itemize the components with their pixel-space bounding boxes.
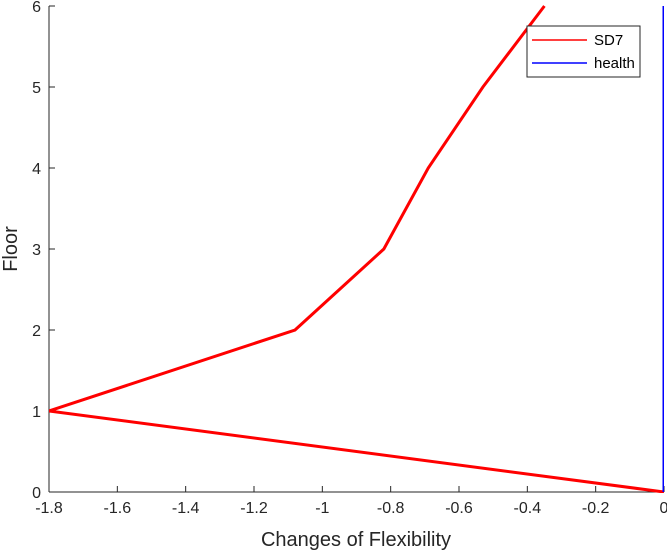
legend-entry-sd7: SD7: [594, 32, 623, 49]
y-tick-label: 0: [32, 485, 41, 502]
y-tick-label: 4: [32, 161, 41, 178]
x-tick-label: -1.8: [35, 500, 63, 517]
x-tick-label: -1.6: [104, 500, 132, 517]
x-tick-label: -1.4: [172, 500, 200, 517]
x-tick-label: -0.2: [582, 500, 610, 517]
x-axis-label: Changes of Flexibility: [261, 529, 451, 551]
x-tick-label: -0.6: [445, 500, 473, 517]
x-ticks: -1.8 -1.6 -1.4 -1.2 -1 -0.8 -0.6 -0.4 -0.2 0: [35, 486, 667, 517]
y-tick-label: 2: [32, 323, 41, 340]
y-tick-label: 1: [32, 404, 41, 421]
y-tick-label: 3: [32, 242, 41, 259]
x-tick-label: -0.4: [514, 500, 542, 517]
y-axis-label: Floor: [0, 226, 22, 272]
legend-box: [526, 25, 641, 78]
series-lines: [49, 5, 664, 493]
axes: [48, 6, 664, 493]
x-tick-label: -0.8: [377, 500, 405, 517]
y-ticks: 0 1 2 3 4 5 6: [32, 0, 55, 502]
x-tick-label: 0: [660, 500, 667, 517]
x-tick-label: -1: [315, 500, 329, 517]
y-tick-label: 6: [32, 0, 41, 16]
legend: SD7 health: [526, 25, 641, 78]
x-tick-label: -1.2: [240, 500, 268, 517]
legend-entry-health: health: [594, 55, 635, 72]
y-tick-label: 5: [32, 80, 41, 97]
series-line-sd7: [49, 5, 664, 493]
